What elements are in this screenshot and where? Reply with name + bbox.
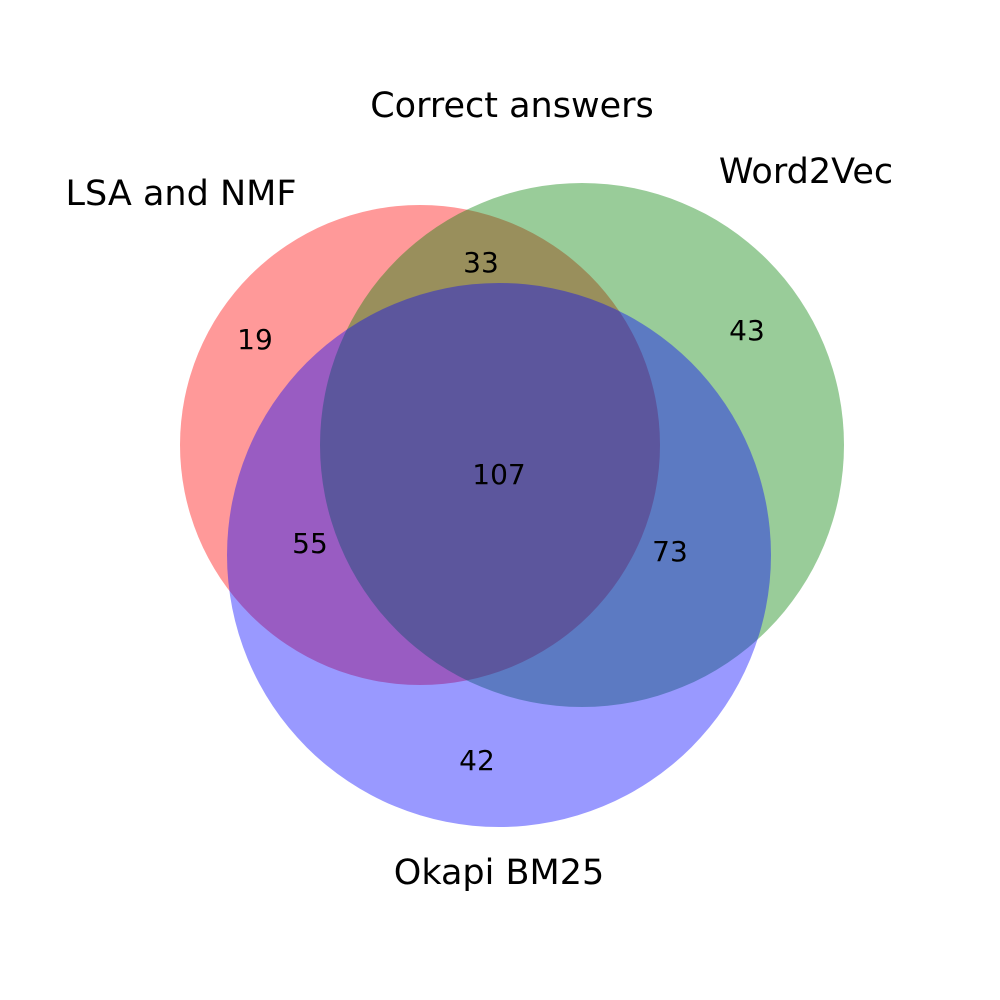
- circle-okapi-bm25: [227, 283, 771, 827]
- count-word2vec-only: 43: [729, 314, 765, 347]
- set-circles: [180, 183, 844, 827]
- count-lsa-bm25: 55: [292, 527, 328, 560]
- count-lsa-word2vec: 33: [463, 246, 499, 279]
- circle-lsa-nmf: [180, 205, 660, 685]
- count-bm25-only: 42: [459, 744, 495, 777]
- set-label-word2vec: Word2Vec: [719, 152, 893, 192]
- count-lsa-only: 19: [237, 323, 273, 356]
- circle-word2vec: [320, 183, 844, 707]
- diagram-title: Correct answers: [370, 86, 654, 126]
- set-label-lsa-nmf: LSA and NMF: [66, 174, 297, 214]
- count-all-three: 107: [472, 458, 525, 491]
- set-label-okapi-bm25: Okapi BM25: [394, 853, 604, 893]
- count-word2vec-bm25: 73: [652, 535, 688, 568]
